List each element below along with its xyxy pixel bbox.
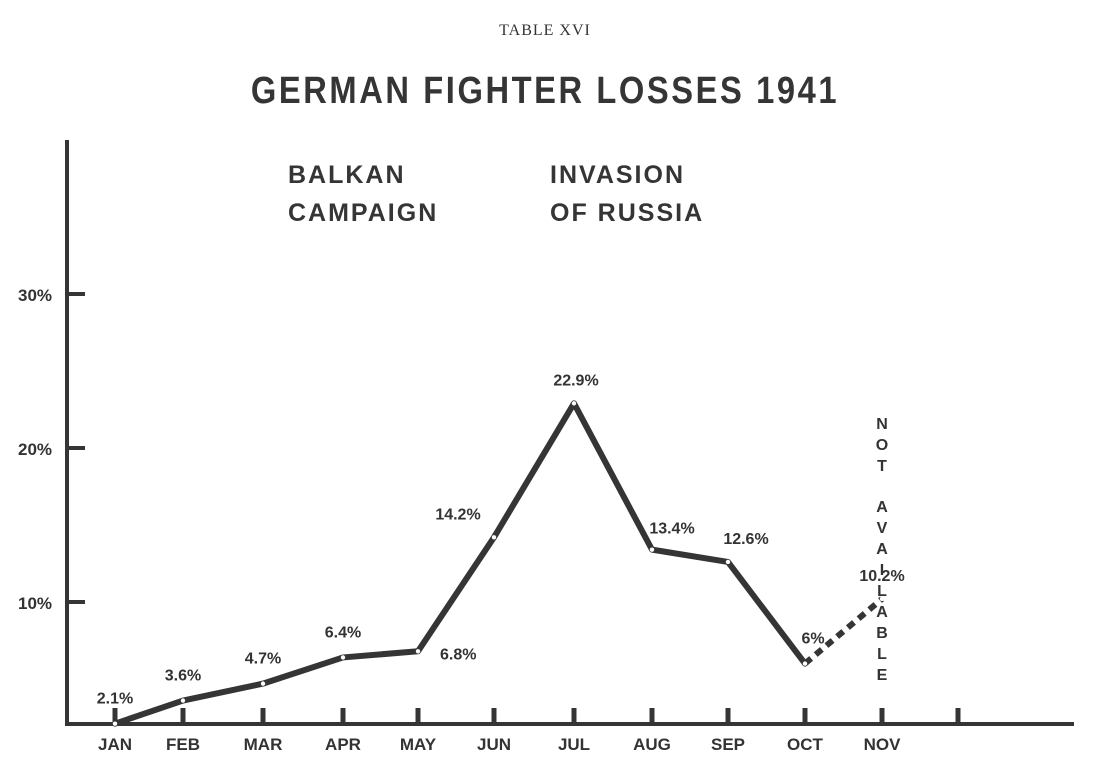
not-available-letter-7: I	[880, 562, 884, 579]
data-label-10: 10.2%	[859, 568, 904, 585]
data-label-0: 2.1%	[97, 691, 133, 708]
series-line-solid	[112, 400, 808, 727]
data-label-7: 13.4%	[649, 521, 694, 538]
not-available-letter-5: V	[877, 520, 888, 537]
data-label-6: 22.9%	[553, 372, 598, 389]
not-available-letter-12: E	[877, 667, 888, 684]
data-point-8	[725, 559, 731, 565]
data-label-9: 6%	[801, 631, 824, 648]
data-point-10	[879, 596, 885, 602]
annotation-russia-line-1: INVASION	[550, 161, 685, 189]
annotation-russia-line-2: OF RUSSIA	[550, 199, 705, 227]
not-available-letter-6: A	[876, 541, 888, 558]
data-label-1: 3.6%	[165, 668, 201, 685]
data-label-2: 4.7%	[245, 651, 281, 668]
not-available-letter-11: L	[877, 646, 887, 663]
annotation-balkan-line-2: CAMPAIGN	[288, 199, 439, 227]
data-point-6	[571, 401, 577, 406]
x-tick-label-aug: AUG	[633, 735, 671, 754]
annotation-balkan-campaign: BALKAN CAMPAIGN	[288, 156, 438, 232]
table-label: TABLE XVI	[499, 22, 591, 39]
data-point-4	[415, 649, 421, 654]
not-available-letter-1: O	[876, 437, 888, 454]
chart-title: GERMAN FIGHTER LOSSES 1941	[250, 70, 840, 112]
x-tick-label-jan: JAN	[98, 735, 132, 754]
x-tick-label-feb: FEB	[166, 735, 200, 754]
data-point-1	[180, 698, 186, 703]
x-tick-label-apr: APR	[325, 735, 361, 754]
x-tick-label-jul: JUL	[558, 735, 590, 754]
data-label-4: 6.8%	[440, 646, 476, 663]
not-available-letter-10: B	[876, 625, 888, 642]
annotation-balkan-line-1: BALKAN	[288, 161, 406, 189]
x-tick-label-jun: JUN	[477, 735, 511, 754]
y-tick-label-2: 30%	[18, 286, 52, 305]
y-tick-label-0: 10%	[18, 594, 52, 613]
data-point-0	[112, 721, 118, 726]
series-line-dashed	[803, 596, 884, 666]
y-tick-label-1: 20%	[18, 440, 52, 459]
not-available-letter-4: A	[876, 499, 888, 516]
data-point-7	[649, 547, 655, 552]
data-point-5	[491, 535, 497, 540]
data-point-2	[260, 681, 266, 686]
data-label-8: 12.6%	[723, 531, 768, 548]
x-tick-label-sep: SEP	[711, 735, 745, 754]
x-tick-label-oct: OCT	[787, 735, 824, 754]
x-tick-label-mar: MAR	[244, 735, 283, 754]
x-tick-label-nov: NOV	[864, 735, 902, 754]
not-available-letter-0: N	[876, 416, 888, 433]
data-label-5: 14.2%	[435, 506, 480, 523]
x-tick-label-may: MAY	[400, 735, 437, 754]
data-point-3	[340, 655, 346, 660]
not-available-letter-2: T	[877, 458, 887, 475]
not-available-letter-9: A	[876, 604, 888, 621]
data-point-9	[802, 661, 808, 666]
not-available-letter-8: L	[877, 583, 887, 600]
annotation-invasion-of-russia: INVASION OF RUSSIA	[550, 156, 704, 232]
data-label-3: 6.4%	[325, 624, 361, 641]
